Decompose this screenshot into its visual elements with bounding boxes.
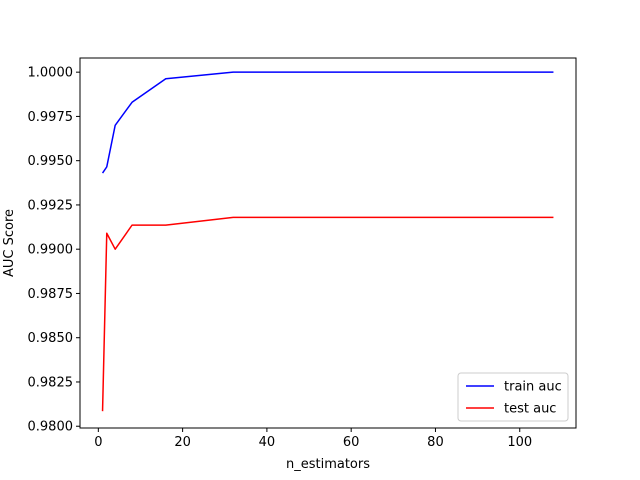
y-tick-label: 0.9975 <box>28 110 74 125</box>
x-tick-label: 100 <box>507 435 532 450</box>
series-line-train-auc <box>101 71 554 174</box>
y-axis-label: AUC Score <box>2 209 17 277</box>
legend: train auc test auc <box>457 372 569 422</box>
y-axis: 0.9800 0.9825 0.9850 0.9875 0.9900 0.9925 0.99… <box>28 66 80 435</box>
series-line-test-auc <box>101 216 554 412</box>
legend-label: test auc <box>504 402 556 417</box>
y-tick-label: 1.0000 <box>28 66 74 81</box>
x-tick-label: 40 <box>259 435 276 450</box>
x-tick-label: 0 <box>94 435 102 450</box>
y-tick-label: 0.9825 <box>28 375 74 390</box>
x-axis: 0 20 40 60 80 100 <box>94 428 532 450</box>
legend-label: train auc <box>504 380 562 395</box>
y-tick-label: 0.9950 <box>28 154 74 169</box>
x-tick-label: 80 <box>427 435 444 450</box>
y-tick-label: 0.9925 <box>28 198 74 213</box>
y-tick-label: 0.9850 <box>28 331 74 346</box>
y-tick-label: 0.9900 <box>28 243 74 258</box>
x-tick-label: 60 <box>343 435 360 450</box>
axes-frame <box>79 57 577 429</box>
x-tick-label: 20 <box>174 435 191 450</box>
x-axis-label: n_estimators <box>286 457 370 472</box>
plot-area <box>79 57 577 429</box>
y-tick-label: 0.9875 <box>28 287 74 302</box>
series-layer <box>101 71 554 412</box>
y-tick-label: 0.9800 <box>28 420 74 435</box>
legend-box <box>457 372 569 422</box>
